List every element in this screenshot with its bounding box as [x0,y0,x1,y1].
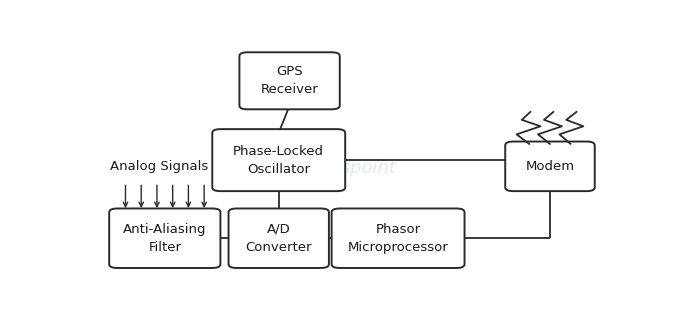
Text: tutorialspoint: tutorialspoint [277,158,397,176]
FancyBboxPatch shape [505,142,595,191]
FancyBboxPatch shape [212,129,345,191]
Text: Anti-Aliasing
Filter: Anti-Aliasing Filter [123,223,206,254]
Text: Phasor
Microprocessor: Phasor Microprocessor [348,223,449,254]
FancyBboxPatch shape [228,208,329,268]
Text: Analog Signals: Analog Signals [111,159,209,173]
FancyBboxPatch shape [332,208,465,268]
Text: Modem: Modem [526,160,575,173]
FancyBboxPatch shape [239,52,340,109]
Text: Phase-Locked
Oscillator: Phase-Locked Oscillator [233,145,324,175]
FancyBboxPatch shape [109,208,220,268]
Text: A/D
Converter: A/D Converter [246,223,312,254]
Text: GPS
Receiver: GPS Receiver [260,65,318,96]
